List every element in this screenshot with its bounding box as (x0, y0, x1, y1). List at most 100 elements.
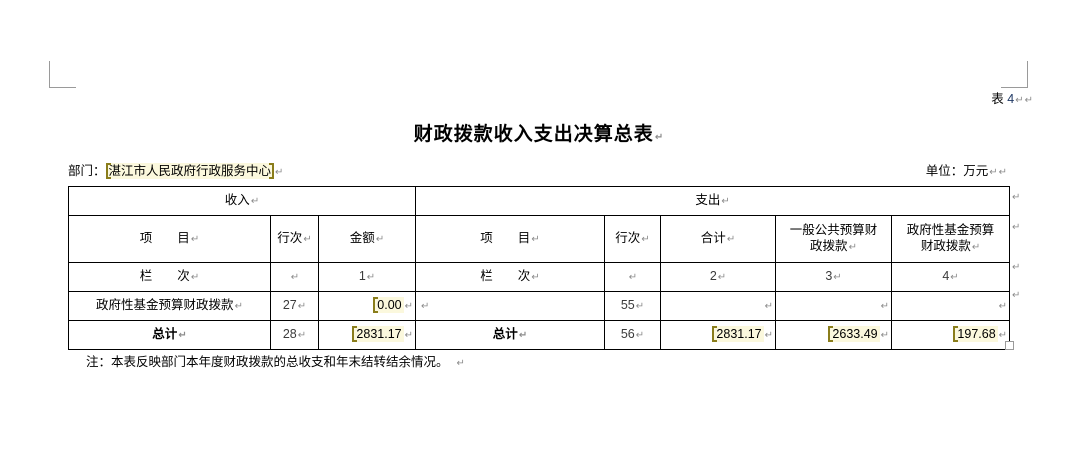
pilcrow-mark: ↵ (190, 234, 200, 246)
footnote-text: 注：本表反映部门本年度财政拨款的总收支和年末结转结余情况。 (86, 355, 449, 369)
table-resize-handle[interactable] (1005, 341, 1014, 350)
col-header-exp-total: 合计↵ (660, 215, 776, 263)
col-header-exp-line-label: 行次 (615, 231, 641, 246)
col-number-exp-total: 2↵ (660, 262, 776, 292)
col-number-exp-general-public: 3↵ (775, 262, 892, 292)
col-number-exp-label: 栏 次↵ (415, 262, 605, 292)
col-number-income-amount: 1↵ (318, 262, 416, 292)
pilcrow-mark: ↵ (531, 272, 540, 284)
pilcrow-mark: ↵ (641, 234, 650, 246)
col-header-exp-general-public-line1: 一般公共预算财 (789, 223, 878, 238)
cell-income-amount[interactable]: 2831.17 ↵ (318, 320, 416, 350)
cell-exp-total[interactable]: 2831.17 ↵ (660, 320, 776, 350)
col-header-exp-line: 行次↵ (604, 215, 661, 263)
pilcrow-mark: ↵ (1024, 95, 1033, 106)
pilcrow-mark: ↵ (654, 132, 664, 143)
col-number-income-line: ↵ (270, 262, 319, 292)
cell-exp-line[interactable]: 55↵ (604, 291, 661, 321)
cell-income-line[interactable]: 28↵ (270, 320, 319, 350)
cell-income-item[interactable]: 政府性基金预算财政拨款↵ (68, 291, 271, 321)
pilcrow-mark: ↵ (848, 242, 857, 253)
pilcrow-mark: ↵ (375, 234, 385, 246)
financial-table[interactable]: 收入↵ 支出↵ 项 目↵ 行次↵ 金额↵ 项 目↵ (68, 186, 1011, 350)
pilcrow-mark: ↵ (297, 301, 307, 313)
sheet-number-label: 表 (991, 92, 1004, 106)
cell-exp-total[interactable]: ↵ (660, 291, 776, 321)
col-number-income-label: 栏 次↵ (68, 262, 271, 292)
pilcrow-mark: ↵ (290, 272, 300, 284)
pilcrow-mark: ↵ (998, 301, 1008, 313)
cell-exp-general-public-value[interactable]: 2633.49 (828, 326, 880, 343)
col-number-exp-label-text: 栏 次 (480, 269, 531, 284)
col-header-exp-general-public-line2: 政拨款 (810, 239, 848, 253)
cell-exp-gov-fund[interactable]: 197.68 ↵ (890, 320, 1011, 350)
pilcrow-mark: ↵ (726, 234, 736, 246)
cell-exp-general-public[interactable]: 2633.49 ↵ (775, 320, 892, 350)
pilcrow-mark: ↵ (234, 301, 243, 313)
header-expenditure-label: 支出 (695, 193, 721, 208)
cell-exp-gov-fund[interactable]: ↵ (890, 291, 1011, 321)
cell-income-item[interactable]: 总计↵ (68, 320, 271, 350)
cell-exp-line[interactable]: 56↵ (604, 320, 661, 350)
cell-exp-general-public[interactable]: ↵ (775, 291, 892, 321)
col-header-income-line: 行次↵ (270, 215, 319, 263)
table-row-column-numbers: 栏 次↵ ↵ 1↵ 栏 次↵ ↵ 2↵ 3↵ (68, 262, 1011, 292)
cell-exp-item[interactable]: ↵ (415, 291, 605, 321)
pilcrow-mark: ↵ (1012, 192, 1021, 203)
cell-exp-total-value[interactable]: 2831.17 (712, 326, 764, 343)
pilcrow-mark: ↵ (635, 330, 645, 342)
pilcrow-mark: ↵ (950, 272, 959, 284)
col-header-income-amount-label: 金额 (349, 231, 375, 246)
cell-exp-item[interactable]: 总计↵ (415, 320, 605, 350)
cell-exp-gov-fund-value[interactable]: 197.68 (953, 326, 998, 343)
department-label: 部门： (68, 164, 106, 178)
col-header-income-item-label: 项 目 (139, 231, 190, 246)
cell-income-item-text: 政府性基金预算财政拨款 (96, 298, 234, 313)
pilcrow-mark: ↵ (1012, 262, 1021, 273)
table-row-column-headers: 项 目↵ 行次↵ 金额↵ 项 目↵ 行次↵ 合计↵ 一般公共 (68, 215, 1011, 263)
pilcrow-mark: ↵ (717, 272, 727, 284)
col-header-exp-gov-fund-line2: 财政拨款 (920, 239, 971, 253)
pilcrow-mark: ↵ (1012, 290, 1021, 301)
pilcrow-mark: ↵ (250, 196, 260, 208)
footnote: 注：本表反映部门本年度财政拨款的总收支和年末结转结余情况。 ↵ (86, 351, 465, 370)
col-header-exp-general-public: 一般公共预算财 政拨款↵ (775, 215, 892, 263)
pilcrow-mark: ↵ (833, 272, 842, 284)
margin-corner-top-left (49, 61, 76, 88)
cell-income-amount-value[interactable]: 0.00 (373, 297, 404, 314)
cell-exp-line-text: 55 (620, 298, 635, 313)
pilcrow-mark: ↵ (404, 330, 413, 342)
pilcrow-mark: ↵ (880, 330, 889, 342)
pilcrow-mark: ↵ (366, 272, 376, 284)
pilcrow-mark: ↵ (303, 234, 312, 246)
pilcrow-mark: ↵ (275, 167, 284, 178)
cell-income-line-text: 27 (282, 298, 297, 313)
pilcrow-mark: ↵ (404, 301, 413, 313)
pilcrow-mark: ↵ (998, 330, 1008, 342)
pilcrow-mark: ↵ (178, 330, 187, 342)
col-number-exp-gov-fund: 4↵ (890, 262, 1011, 292)
cell-income-amount[interactable]: 0.00 ↵ (318, 291, 416, 321)
cell-income-amount-value[interactable]: 2831.17 (352, 326, 404, 343)
unit-label: 单位：万元 (925, 164, 989, 178)
pilcrow-mark: ↵ (880, 301, 889, 313)
cell-exp-line-text: 56 (620, 327, 635, 342)
cell-exp-item-text: 总计 (492, 327, 518, 342)
pilcrow-mark: ↵ (628, 272, 638, 284)
pilcrow-mark: ↵ (297, 330, 307, 342)
page-title-text: 财政拨款收入支出决算总表 (413, 123, 654, 145)
col-number-exp-gov-fund-value: 4 (942, 269, 950, 284)
page-title: 财政拨款收入支出决算总表↵ (0, 119, 1077, 146)
cell-income-line[interactable]: 27↵ (270, 291, 319, 321)
margin-corner-top-right (1001, 61, 1028, 88)
pilcrow-mark: ↵ (721, 196, 730, 208)
col-header-income-amount: 金额↵ (318, 215, 416, 263)
sheet-number: 表 4↵↵ (991, 88, 1033, 107)
col-header-exp-item-label: 项 目 (480, 231, 531, 246)
pilcrow-mark: ↵ (1015, 95, 1024, 106)
department-field[interactable]: 湛江市人民政府行政服务中心 (105, 163, 275, 179)
col-header-exp-gov-fund: 政府性基金预算 财政拨款↵ (890, 215, 1011, 263)
unit-block: 单位：万元↵↵ (926, 160, 1007, 179)
col-header-income-item: 项 目↵ (68, 215, 271, 263)
